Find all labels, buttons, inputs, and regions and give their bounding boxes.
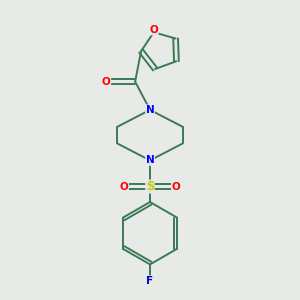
Text: N: N: [146, 105, 154, 115]
Text: O: O: [149, 25, 158, 35]
Text: S: S: [146, 180, 154, 193]
Text: O: O: [172, 182, 180, 192]
Text: N: N: [146, 155, 154, 165]
Text: O: O: [120, 182, 128, 192]
Text: F: F: [146, 276, 154, 286]
Text: O: O: [102, 76, 111, 87]
